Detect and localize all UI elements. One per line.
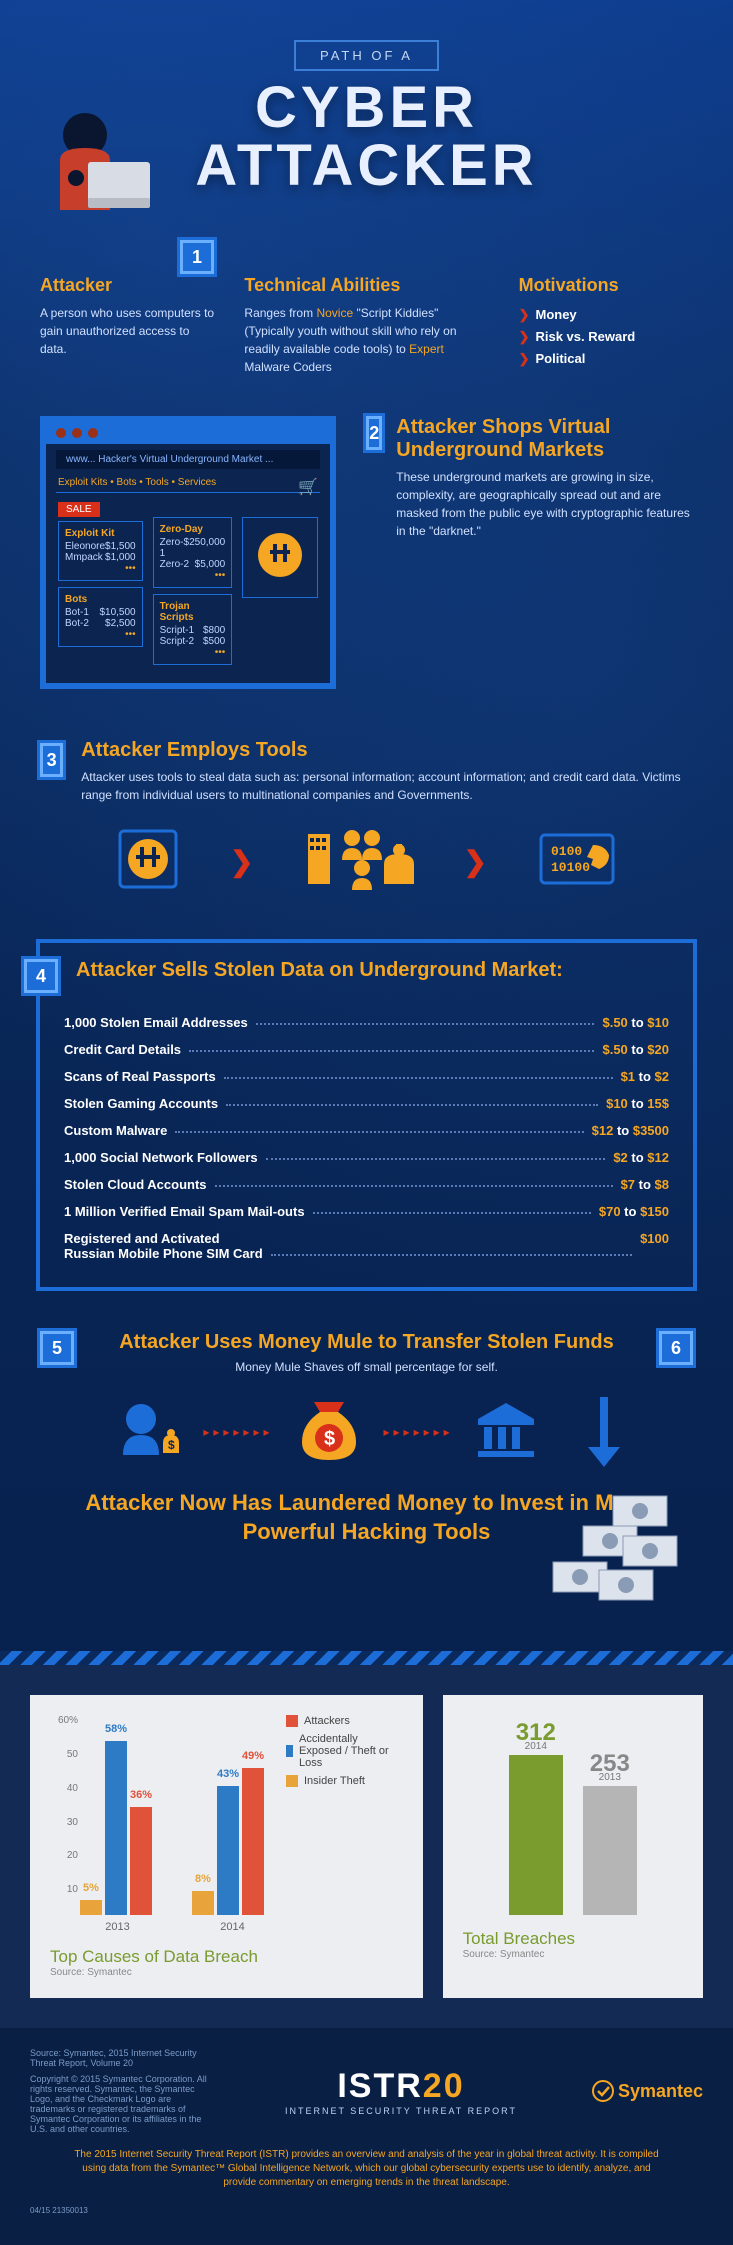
toolkit-icon	[116, 827, 180, 896]
bank-icon	[474, 1399, 538, 1464]
footer-copyright: Copyright © 2015 Symantec Corporation. A…	[30, 2074, 210, 2134]
causes-title: Top Causes of Data Breach	[50, 1947, 403, 1967]
causes-source: Source: Symantec	[50, 1967, 403, 1978]
price-row: Scans of Real Passports$1 to $2	[64, 1063, 669, 1090]
price-row: 1,000 Stolen Email Addresses$.50 to $10	[64, 1009, 669, 1036]
section-1: Attacker A person who uses computers to …	[0, 275, 733, 406]
breaches-chart: 31220142532013 Total Breaches Source: Sy…	[443, 1695, 703, 1998]
arrow-icon: ❯	[230, 845, 253, 878]
header: PATH OF A CYBERATTACKER 1	[0, 0, 733, 215]
svg-text:$: $	[168, 1438, 175, 1452]
tech-body: Ranges from Novice "Script Kiddies" (Typ…	[244, 304, 488, 376]
step-6-badge: 6	[659, 1331, 693, 1365]
step-3-badge: 3	[40, 743, 63, 777]
footer-desc: The 2015 Internet Security Threat Report…	[67, 2148, 667, 2190]
step5-sub: Money Mule Shaves off small percentage f…	[94, 1360, 639, 1374]
svg-text:$: $	[324, 1428, 335, 1450]
motivation-item: ❯Money	[519, 304, 693, 326]
market-item-zeroday: Zero-Day Zero-1$250,000 Zero-2$5,000 •••	[153, 517, 233, 588]
breaches-title: Total Breaches	[463, 1929, 683, 1949]
flow-dots: ▸▸▸▸▸▸▸	[384, 1425, 454, 1439]
step4-title: Attacker Sells Stolen Data on Undergroun…	[76, 959, 563, 982]
attacker-head-icon: $	[113, 1399, 183, 1464]
market-item-bots: Bots Bot-1$10,500 Bot-2$2,500 •••	[58, 587, 143, 647]
money-bag-icon: $	[294, 1394, 364, 1469]
price-row: 1,000 Social Network Followers$2 to $12	[64, 1144, 669, 1171]
section-2: www... Hacker's Virtual Underground Mark…	[0, 406, 733, 699]
attacker-body: A person who uses computers to gain unau…	[40, 304, 214, 358]
step-2-badge: 2	[366, 416, 382, 450]
tech-title: Technical Abilities	[244, 275, 488, 296]
price-row: Custom Malware$12 to $3500	[64, 1117, 669, 1144]
step3-title: Attacker Employs Tools	[81, 739, 693, 762]
price-row: 1 Million Verified Email Spam Mail-outs$…	[64, 1198, 669, 1225]
market-item-trojan: Trojan Scripts Script-1$800 Script-2$500…	[153, 594, 233, 665]
causes-chart: 60%5040302010 5%58%36%8%43%49% 20132014 …	[30, 1695, 423, 1998]
cart-icon: 🛒	[298, 477, 318, 497]
hacker-icon	[30, 100, 160, 235]
flow-dots: ▸▸▸▸▸▸▸	[203, 1425, 273, 1439]
arrow-icon: ❯	[464, 845, 487, 878]
footer: Source: Symantec, 2015 Internet Security…	[0, 2028, 733, 2245]
market-item-exploit: Exploit Kit Eleonore$1,500 Mmpack$1,000 …	[58, 521, 143, 581]
market-url: www... Hacker's Virtual Underground Mark…	[56, 450, 320, 469]
step3-body: Attacker uses tools to steal data such a…	[81, 768, 693, 804]
arrow-down-icon	[588, 1447, 620, 1467]
section-3: 3 Attacker Employs Tools Attacker uses t…	[0, 729, 733, 909]
step2-title: Attacker Shops Virtual Underground Marke…	[396, 416, 693, 462]
motivation-item: ❯Risk vs. Reward	[519, 326, 693, 348]
step-1-badge: 1	[180, 240, 214, 274]
subtitle: PATH OF A	[294, 40, 439, 71]
symantec-logo: Symantec	[592, 2080, 703, 2102]
data-theft-icon: 010010100	[537, 831, 617, 892]
svg-text:10100: 10100	[551, 860, 590, 875]
step5-title: Attacker Uses Money Mule to Transfer Sto…	[94, 1331, 639, 1354]
toolkit-icon	[242, 517, 318, 598]
breaches-source: Source: Symantec	[463, 1949, 683, 1960]
footer-source: Source: Symantec, 2015 Internet Security…	[30, 2048, 210, 2068]
attacker-title: Attacker	[40, 275, 214, 296]
istr-logo: ISTR20 INTERNET SECURITY THREAT REPORT	[285, 2067, 517, 2116]
step2-body: These underground markets are growing in…	[396, 468, 693, 540]
svg-text:0100: 0100	[551, 844, 582, 859]
divider	[0, 1651, 733, 1665]
motivation-item: ❯Political	[519, 348, 693, 370]
price-row: Stolen Gaming Accounts$10 to 15$	[64, 1090, 669, 1117]
price-row: Stolen Cloud Accounts$7 to $8	[64, 1171, 669, 1198]
sale-badge: SALE	[58, 502, 100, 517]
step-5-badge: 5	[40, 1331, 74, 1365]
motiv-title: Motivations	[519, 275, 693, 296]
market-window: www... Hacker's Virtual Underground Mark…	[40, 416, 336, 689]
victims-icon	[304, 824, 414, 899]
footer-stamp: 04/15 21350013	[30, 2206, 703, 2215]
price-row: Credit Card Details$.50 to $20	[64, 1036, 669, 1063]
market-tabs: Exploit Kits • Bots • Tools • Services 🛒	[46, 469, 330, 492]
price-row: Registered and ActivatedRussian Mobile P…	[64, 1225, 669, 1267]
step-4-badge: 4	[24, 959, 58, 993]
stats-area: 60%5040302010 5%58%36%8%43%49% 20132014 …	[0, 1665, 733, 2028]
section-4: 4 Attacker Sells Stolen Data on Undergro…	[0, 939, 733, 1291]
section-5: 5 Attacker Uses Money Mule to Transfer S…	[0, 1321, 733, 1621]
